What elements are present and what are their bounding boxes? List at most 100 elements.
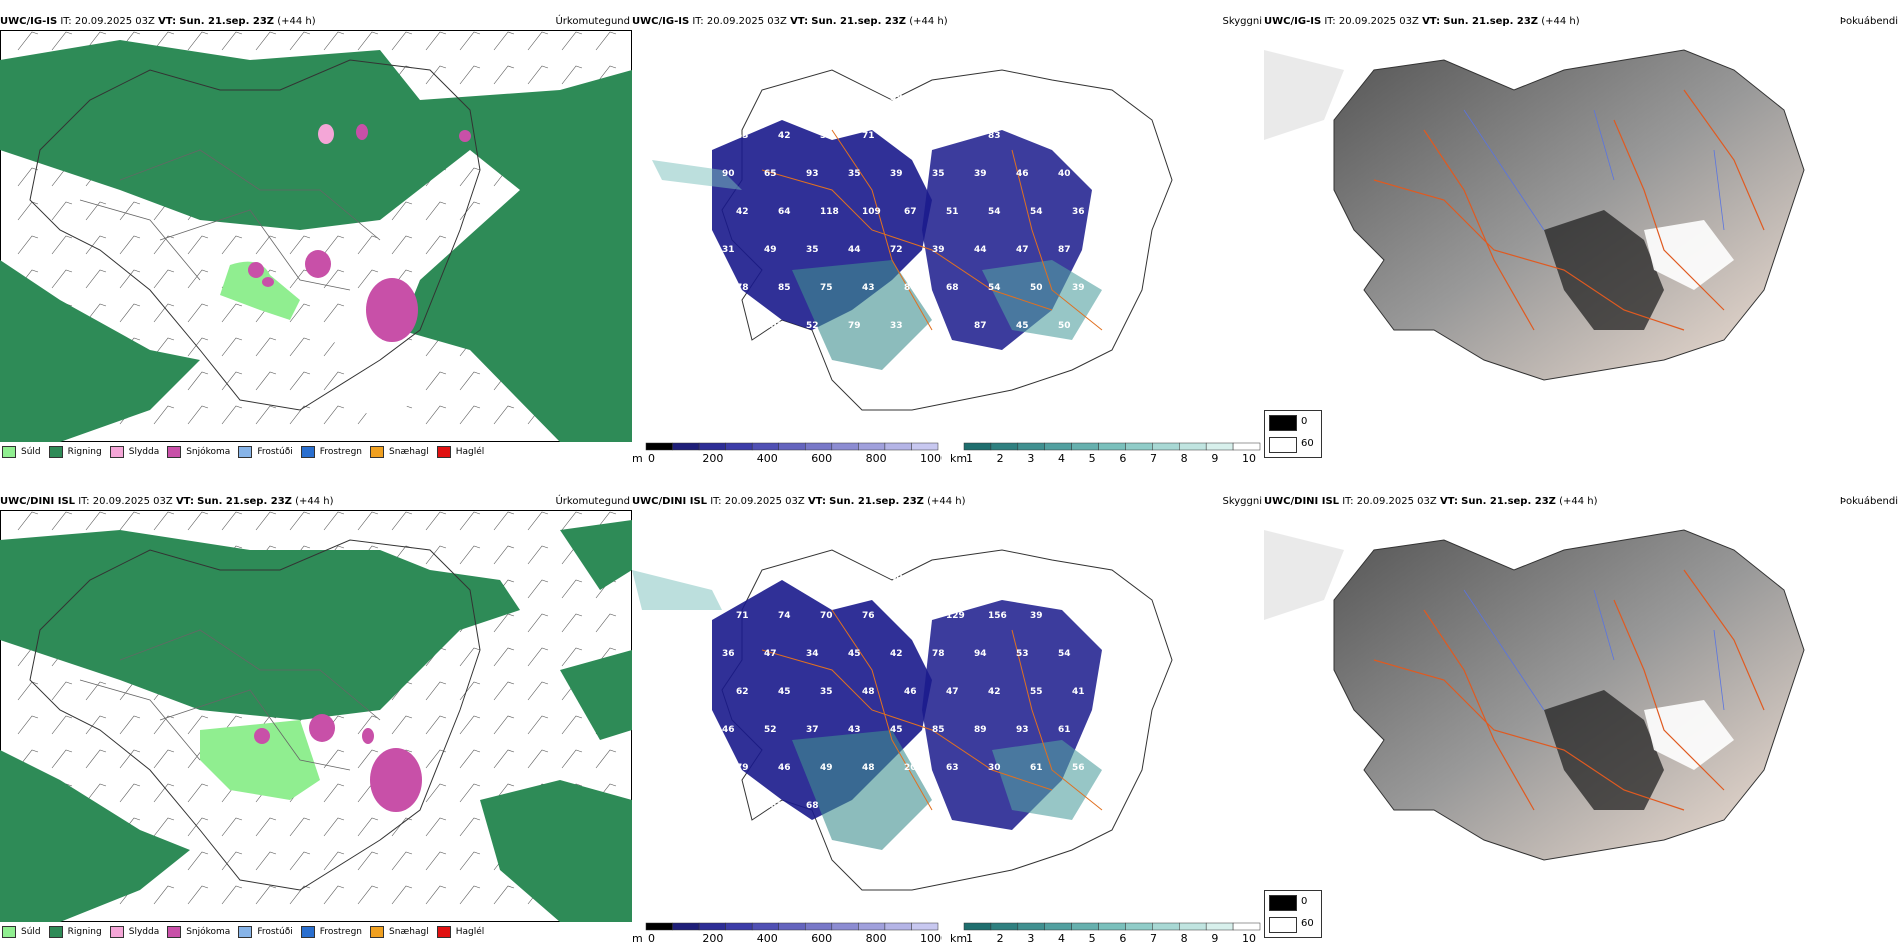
wind-barb (493, 715, 515, 735)
wind-barb (493, 647, 515, 667)
height-colorbar: m0 200 400 600 800 1000 (632, 442, 948, 464)
rain-area (0, 40, 632, 442)
colorbar-tick-label: 200 (702, 932, 723, 944)
drizzle-area (200, 720, 320, 800)
colorbar-tick-label: 2 (997, 452, 1004, 464)
cloud-base-label: 48 (862, 687, 875, 697)
legend-swatch (436, 926, 451, 938)
rain-area (0, 530, 520, 720)
snow-area (262, 277, 274, 287)
wind-barb (323, 783, 345, 803)
wind-barb (85, 201, 107, 221)
wind-barb (595, 749, 617, 769)
legend-swatch (300, 926, 315, 938)
wind-barb (17, 715, 39, 735)
panel-header: UWC/DINI ISL IT: 20.09.2025 03Z VT: Sun.… (1264, 494, 1900, 510)
fog-dense-area (1544, 210, 1664, 330)
wind-barb (459, 65, 481, 85)
cloud-base-label: 72 (1072, 131, 1085, 141)
colorbar-segment (1017, 442, 1045, 451)
model-name: UWC/DINI ISL (1264, 496, 1340, 507)
it-value: 20.09.2025 03Z (92, 496, 173, 507)
cloud-base-label: 54 (1058, 649, 1071, 659)
cloud-base-label: 46 (722, 725, 735, 735)
wind-barb (255, 817, 277, 837)
wind-barb (425, 681, 447, 701)
it-value: 20.09.2025 03Z (706, 16, 787, 27)
legend-label: Snjókoma (186, 927, 231, 937)
model-name: UWC/DINI ISL (0, 496, 76, 507)
legend-label: Snjókoma (186, 447, 231, 457)
wind-barb (459, 167, 481, 187)
snow-area (305, 250, 331, 278)
cloud-base-label: 204 (904, 763, 923, 773)
cloud-base-label: 35 (932, 169, 945, 179)
cloud-base-label: 50 (1058, 321, 1071, 331)
vt-value: Sun. 21.sep. 23Z (811, 16, 907, 27)
wind-barb (289, 851, 311, 871)
wind-barb (459, 681, 481, 701)
wind-barb (527, 579, 549, 599)
colorbar-segment (990, 922, 1019, 931)
legend-swatch (1269, 917, 1297, 933)
fog-land (1333, 49, 1805, 381)
wind-barb (459, 405, 481, 425)
height-colorbar-svg: m0 200 400 600 800 1000 (632, 442, 948, 464)
cloud-base-label: 94 (974, 649, 987, 659)
vt-value: Sun. 21.sep. 23Z (179, 16, 275, 27)
cloud-base-label: 36 (722, 649, 735, 659)
legend-item: Frostúði (238, 446, 293, 458)
fog-clear-area (1644, 220, 1734, 290)
colorbar-segment (1152, 922, 1180, 931)
visibility-area (792, 260, 932, 370)
wind-barb (187, 235, 209, 255)
panel-header: UWC/DINI ISL IT: 20.09.2025 03Z VT: Sun.… (0, 494, 632, 510)
model-name: UWC/IG-IS (1264, 16, 1322, 27)
field-name: Úrkomutegund (555, 16, 630, 27)
wind-barb (391, 201, 413, 221)
wind-barb (289, 337, 311, 357)
cloud-base-label: 35 (820, 687, 833, 697)
colorbar-tick-label: 9 (1211, 932, 1218, 944)
precip-legend: Súld Rigning Slydda Snjókoma Frostúði Fr… (2, 924, 492, 940)
legend-label: Slydda (128, 447, 160, 457)
colorbar-segment (1179, 442, 1207, 451)
wind-barb (391, 715, 413, 735)
colorbar-tick-label: 1000 (920, 932, 942, 944)
wind-barb (323, 851, 345, 871)
wind-barb (357, 715, 379, 735)
it-label: IT: (710, 496, 722, 507)
wind-barb (187, 511, 209, 531)
coastline (29, 59, 481, 411)
colorbar-segment (1044, 922, 1072, 931)
colorbar-segment (1205, 922, 1234, 931)
colorbar-segment (725, 922, 753, 931)
legend-swatch (370, 446, 385, 458)
cloud-base-label: 52 (764, 725, 777, 735)
colorbar-segment (778, 442, 806, 451)
visibility-area (982, 260, 1102, 340)
wind-barb (459, 783, 481, 803)
fog-dense-area (1544, 690, 1664, 810)
wind-barb (153, 511, 175, 531)
cloud-base-label: 48 (862, 763, 875, 773)
wind-barb (221, 885, 243, 905)
legend-item: Rigning (48, 446, 102, 458)
legend-item: Snjókoma (167, 926, 230, 938)
wind-barb (153, 885, 175, 905)
cloud-base-label: 40 (1058, 169, 1071, 179)
colorbar-tick-label: 0 (648, 932, 655, 944)
colorbar-unit: m (632, 932, 643, 944)
colorbar-unit: km (950, 452, 967, 464)
legend-label: Súld (21, 447, 41, 457)
snow-area (254, 728, 270, 744)
wind-barb (119, 235, 141, 255)
visibility-area (632, 570, 722, 610)
legend-item: Slydda (109, 446, 160, 458)
wind-barb (255, 337, 277, 357)
cloud-base-label: 34 (1072, 611, 1085, 621)
legend-swatch (167, 446, 182, 458)
roads (761, 129, 1103, 331)
cloud-base-label: 118 (820, 207, 839, 217)
wind-barb (153, 817, 175, 837)
